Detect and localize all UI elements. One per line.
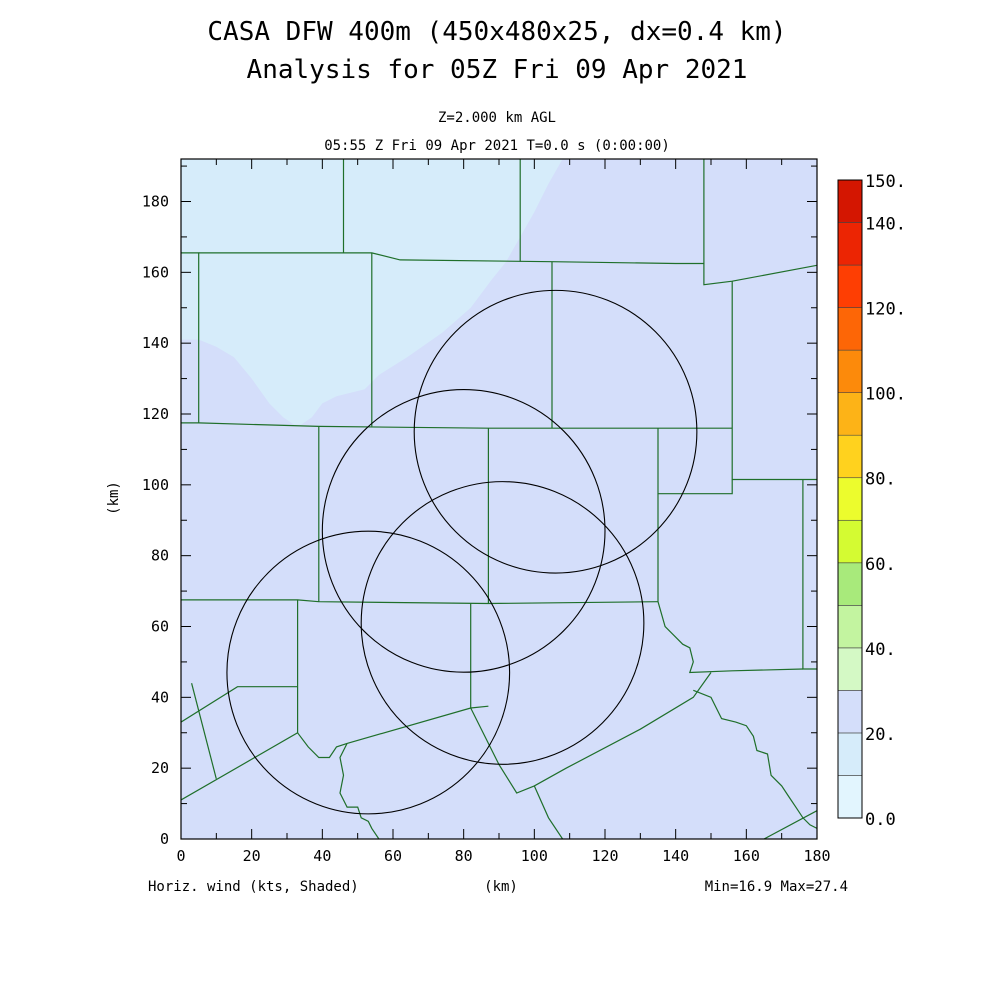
- colorbar-bin: [837, 264, 863, 308]
- colorbar-bin: [837, 732, 863, 776]
- radar-range-ring-3: [360, 481, 645, 765]
- colorbar-bin: [837, 434, 863, 479]
- colorbar-bin: [837, 349, 863, 393]
- y-tick-label: 160: [142, 263, 169, 281]
- county-boundary: [181, 686, 298, 723]
- x-tick-label: 20: [243, 847, 261, 865]
- colorbar-bin: [837, 519, 863, 564]
- county-boundary: [657, 493, 803, 674]
- county-boundary: [191, 683, 217, 779]
- y-tick-label: 180: [142, 193, 169, 211]
- county-boundary: [181, 252, 200, 424]
- colorbar-bin: [837, 307, 863, 351]
- colorbar-bin: [837, 562, 863, 606]
- y-tick-label: 120: [142, 405, 169, 423]
- colorbar-label: 40.: [865, 640, 896, 660]
- colorbar-bin: [837, 392, 863, 436]
- radar-range-ring-4: [413, 289, 698, 574]
- x-tick-label: 120: [591, 847, 618, 865]
- county-boundary: [703, 159, 817, 286]
- field-label: Horiz. wind (kts, Shaded): [148, 879, 359, 895]
- colorbar-label: 140.: [865, 215, 906, 235]
- county-boundary: [731, 281, 817, 481]
- x-tick-label: 0: [176, 847, 185, 865]
- colorbar-label: 80.: [865, 470, 896, 490]
- colorbar-label: 0.0: [865, 810, 896, 830]
- radar-range-ring-1: [226, 530, 511, 815]
- y-tick-label: 80: [151, 547, 169, 565]
- county-boundary: [763, 810, 817, 839]
- x-tick-label: 80: [455, 847, 473, 865]
- chart-title-line1: CASA DFW 400m (450x480x25, dx=0.4 km): [207, 17, 786, 47]
- y-tick-label: 100: [142, 476, 169, 494]
- x-tick-label: 60: [384, 847, 402, 865]
- colorbar-label: 120.: [865, 300, 906, 320]
- colorbar-bin: [837, 690, 863, 734]
- x-tick-label: 40: [313, 847, 331, 865]
- y-tick-label: 40: [151, 688, 169, 706]
- county-boundary: [470, 672, 712, 794]
- x-tick-label: 180: [803, 847, 830, 865]
- x-tick-label: 160: [733, 847, 760, 865]
- level-label: Z=2.000 km AGL: [438, 110, 556, 126]
- x-tick-label: 140: [662, 847, 689, 865]
- x-axis-label: (km): [484, 879, 518, 895]
- colorbar: 0.0 20. 40. 60. 80. 100. 120. 140. 150.: [837, 172, 906, 830]
- county-boundary: [533, 785, 564, 839]
- county-boundary: [198, 422, 733, 429]
- y-tick-label: 60: [151, 618, 169, 636]
- county-boundary: [297, 705, 489, 759]
- county-boundary: [339, 743, 380, 839]
- colorbar-bin: [837, 605, 863, 649]
- min-max-label: Min=16.9 Max=27.4: [705, 879, 848, 895]
- county-boundary: [693, 689, 817, 829]
- valid-time-label: 05:55 Z Fri 09 Apr 2021 T=0.0 s (0:00:00…: [324, 138, 670, 154]
- y-tick-label: 0: [160, 830, 169, 848]
- chart-title-line2: Analysis for 05Z Fri 09 Apr 2021: [247, 55, 748, 85]
- y-tick-label: 140: [142, 334, 169, 352]
- county-boundary: [657, 428, 733, 495]
- radar-range-ring-2: [321, 388, 606, 673]
- colorbar-bin: [837, 775, 863, 819]
- colorbar-label: 150.: [865, 172, 906, 192]
- y-axis-label: (km): [106, 481, 122, 515]
- colorbar-label: 100.: [865, 385, 906, 405]
- colorbar-frame: [837, 179, 863, 819]
- colorbar-bin: [837, 477, 863, 521]
- county-boundary: [181, 599, 659, 605]
- colorbar-label: 20.: [865, 725, 896, 745]
- x-tick-label: 100: [521, 847, 548, 865]
- colorbar-label: 60.: [865, 555, 896, 575]
- county-boundary: [343, 252, 704, 265]
- y-tick-label: 20: [151, 759, 169, 777]
- colorbar-bin: [837, 647, 863, 691]
- plot-area: 0 20 40 60 80 100 120 140 160 180 0 20 40 60 80 100 120 1…: [142, 158, 831, 865]
- colorbar-bin: [837, 179, 863, 223]
- colorbar-bin: [837, 222, 863, 266]
